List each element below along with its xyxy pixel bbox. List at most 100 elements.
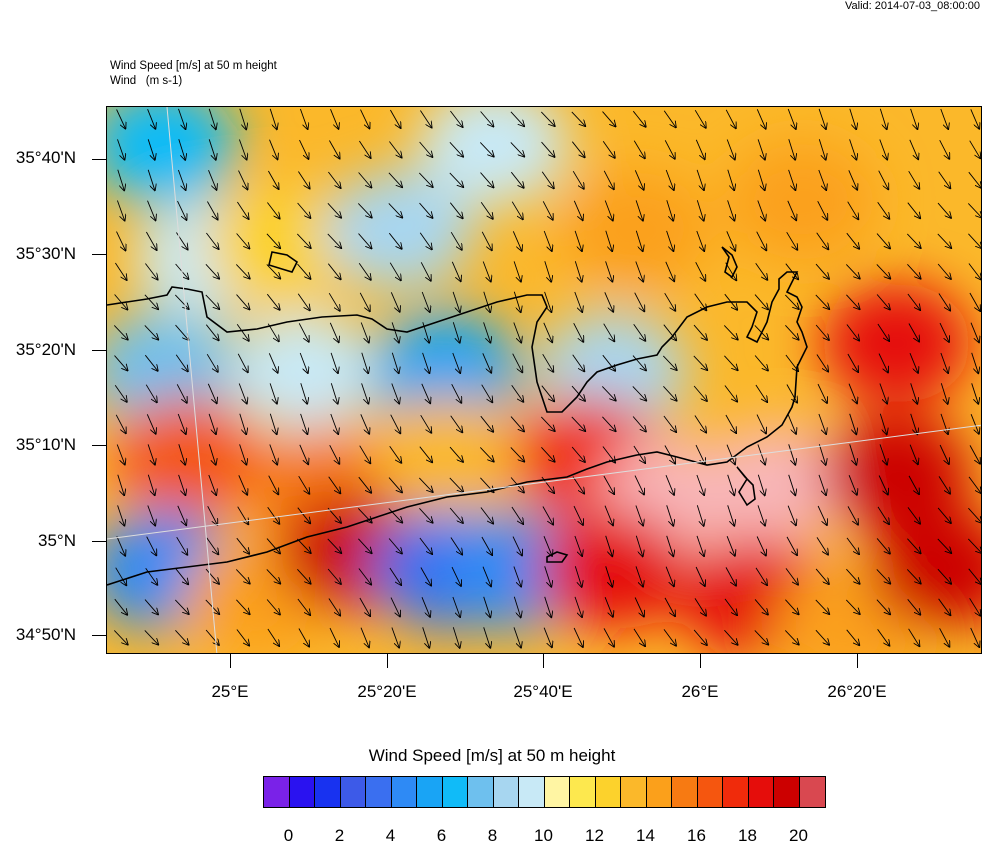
wind-arrow	[540, 111, 554, 126]
wind-arrow	[754, 355, 768, 371]
wind-arrow	[696, 169, 704, 190]
legend-tick-label: 4	[385, 826, 396, 845]
wind-arrow	[147, 200, 156, 221]
wind-arrow	[937, 263, 951, 279]
lat-label-35-20: 35°20'N	[15, 340, 76, 359]
wind-arrow	[940, 352, 948, 373]
wind-arrow	[665, 566, 674, 587]
wind-arrow	[328, 292, 340, 311]
wind-arrow	[452, 627, 459, 648]
wind-arrow	[756, 536, 766, 556]
wind-arrow	[541, 171, 554, 189]
map-grid-line	[166, 107, 218, 653]
wind-arrow	[389, 445, 402, 463]
wind-arrow	[818, 169, 826, 190]
wind-arrow	[421, 291, 430, 312]
legend-color-cell	[289, 777, 315, 807]
wind-arrow	[391, 383, 399, 404]
wind-arrow	[664, 597, 675, 616]
wind-arrow	[662, 355, 676, 370]
wind-arrow	[971, 383, 979, 403]
wind-arrow	[879, 108, 886, 129]
wind-arrow	[846, 294, 859, 309]
wind-arrow	[878, 170, 889, 190]
wind-arrow	[877, 629, 890, 645]
wind-arrow	[359, 597, 370, 616]
wind-arrow	[235, 569, 249, 583]
wind-arrow	[725, 262, 737, 281]
wind-arrow	[510, 142, 524, 156]
wind-arrow	[541, 385, 554, 402]
wind-arrow	[388, 477, 402, 493]
wind-arrow	[786, 231, 798, 250]
wind-arrow	[908, 170, 920, 189]
wind-arrow	[205, 263, 219, 278]
wind-arrow	[571, 416, 585, 431]
wind-arrow	[724, 598, 737, 615]
wind-arrow	[695, 566, 705, 586]
wind-arrow	[513, 261, 521, 281]
wind-arrow	[665, 261, 674, 281]
wind-arrow	[543, 322, 552, 342]
wind-arrow	[117, 474, 124, 495]
wind-arrow	[420, 262, 431, 280]
wind-arrow	[602, 140, 615, 158]
wind-arrow	[267, 628, 279, 646]
wind-arrow	[601, 386, 615, 400]
wind-arrow	[726, 536, 735, 556]
wind-arrow	[147, 169, 155, 190]
wind-arrow	[360, 627, 369, 648]
wind-arrow	[513, 566, 521, 587]
wind-arrow	[144, 354, 157, 371]
wind-arrow	[634, 475, 644, 495]
wind-arrow	[238, 383, 247, 404]
wind-arrow	[114, 384, 127, 402]
wind-arrow	[969, 140, 981, 159]
wind-arrow	[938, 171, 951, 189]
wind-arrow	[208, 139, 216, 159]
wind-arrow	[906, 569, 920, 583]
wind-arrow	[205, 568, 219, 584]
wind-arrow	[145, 384, 157, 403]
wind-arrow	[876, 538, 890, 553]
wind-arrow	[174, 294, 188, 309]
wind-arrow	[422, 352, 430, 373]
wind-arrow	[938, 293, 950, 311]
wind-arrow	[939, 139, 950, 159]
wind-arrow	[727, 474, 735, 495]
legend-tick-label: 12	[585, 826, 604, 845]
wind-arrow	[938, 476, 950, 493]
wind-arrow	[634, 597, 644, 617]
wind-arrow	[177, 505, 186, 525]
wind-arrow	[785, 354, 798, 371]
wind-arrow	[846, 568, 859, 584]
wind-arrow	[483, 291, 490, 312]
legend-color-cell	[595, 777, 621, 807]
wind-arrow	[327, 263, 340, 280]
wind-arrow	[449, 141, 463, 156]
wind-arrow	[909, 139, 918, 159]
wind-arrow	[114, 355, 128, 371]
wind-arrow	[421, 383, 430, 403]
wind-arrow	[329, 627, 339, 647]
wind-arrow	[696, 230, 704, 251]
wind-arrow	[663, 385, 676, 400]
wind-arrow	[117, 169, 124, 191]
wind-arrow	[116, 536, 125, 555]
wind-arrow	[849, 139, 857, 159]
wind-arrow	[846, 537, 859, 554]
wind-arrow	[451, 261, 460, 281]
legend-color-cell	[723, 777, 749, 807]
wind-arrow	[419, 507, 432, 522]
wind-arrow	[357, 508, 371, 522]
wind-arrow	[784, 630, 798, 644]
wind-arrow	[666, 230, 674, 251]
wind-arrow	[358, 172, 372, 188]
wind-arrow	[542, 506, 553, 525]
wind-arrow	[178, 444, 185, 464]
legend-color-cell	[799, 777, 825, 807]
wind-arrow	[695, 139, 704, 159]
wind-arrow	[480, 172, 494, 188]
wind-arrow	[876, 599, 890, 615]
wind-arrow	[542, 201, 553, 219]
